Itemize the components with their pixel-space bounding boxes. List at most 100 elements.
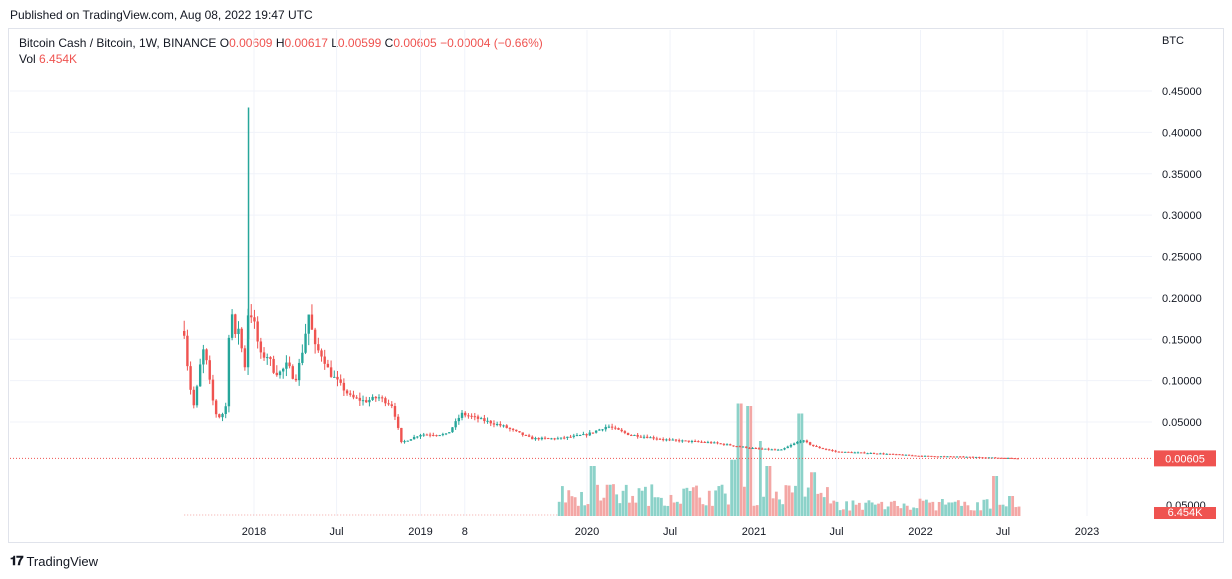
candle-body [879,453,882,455]
candle-body [527,435,531,437]
currency-label: BTC [1162,35,1184,47]
candle-body [227,337,231,407]
candle-body [266,357,269,359]
candle-body [323,356,326,364]
y-tick-label: 0.15000 [1162,334,1202,346]
candle-body [933,456,936,458]
candle-body [202,349,205,365]
candle-body [1013,458,1016,460]
volume-bar [889,501,893,516]
candle-body [732,445,735,447]
close-value: 0.00605 [393,36,437,50]
candle-body [454,421,457,428]
candle-body [834,450,837,452]
candle-body [709,442,713,444]
candle-body [955,456,959,458]
candle-body [495,423,499,425]
candle-body [336,376,339,380]
chart-legend: Bitcoin Cash / Bitcoin, 1W, BINANCE O0.0… [19,35,543,67]
candle-body [575,435,579,437]
candle-body [230,314,234,338]
volume-bar [810,472,813,516]
candle-body [569,436,572,438]
candle-body [588,432,591,436]
candle-body [380,397,384,399]
volume-bar [1008,496,1011,516]
candle-body [681,440,684,442]
candle-body [725,444,729,446]
candle-body [559,437,563,439]
candle-body [677,440,681,442]
candle-body [898,454,901,456]
candle-body [792,443,796,446]
candle-body [671,439,674,441]
volume-label: Vol [19,52,36,66]
volume-bar [899,508,903,516]
volume-bar [969,510,973,516]
x-tick-label: 8 [462,526,468,538]
volume-bar [1004,506,1008,516]
candle-body [234,314,237,335]
candle-body [943,456,946,458]
candle-body [1016,458,1019,460]
candle-body [617,428,620,430]
volume-bar [711,505,714,516]
candle-body [483,418,486,422]
candle-body [735,446,738,448]
candle-body [949,456,952,458]
candle-body [885,453,888,455]
volume-bar [596,484,599,516]
x-tick-label: 2021 [742,526,766,538]
candle-body [183,330,186,336]
candle-body [291,366,294,379]
candle-body [390,404,393,407]
candle-body [556,438,560,440]
candle-body [349,393,352,395]
symbol-description[interactable]: Bitcoin Cash / Bitcoin, 1W, BINANCE [19,36,217,50]
candle-body [259,341,263,353]
candle-body [978,457,981,459]
volume-bar [659,497,663,516]
volume-bar [925,499,928,516]
volume-bar [841,509,845,516]
candle-body [591,432,595,434]
candle-body [850,452,853,454]
volume-bar [976,502,979,516]
volume-bar [567,490,571,516]
change-value: −0.00004 (−0.66%) [440,36,543,50]
volume-bar [963,501,967,516]
volume-bar [675,501,679,516]
candle-body [738,446,742,448]
candle-body [326,363,330,368]
volume-bar [947,502,951,516]
candle-body [310,314,314,330]
candle-body [441,434,445,436]
candle-body [655,438,659,440]
candle-body [770,449,773,451]
chart-frame[interactable] [8,28,1224,543]
open-value: 0.00609 [229,36,273,50]
x-axis: 2018 Jul 2019 8 2020 Jul 2021 Jul 2022 Jul 2023 [242,526,1099,538]
candle-body [713,442,716,444]
candle-body [776,449,780,451]
candle-body [451,427,454,433]
candle-body [646,436,649,438]
volume-bar [717,486,721,516]
candle-body [700,441,703,443]
tradingview-footer[interactable]: 𝟏𝟕 TradingView [10,553,98,569]
candle-body [872,452,876,454]
candle-body [224,406,227,414]
candle-body [237,328,240,335]
candle-body [547,438,550,440]
candle-body [393,406,397,417]
volume-bar [880,501,884,516]
x-tick-label: Jul [996,526,1010,538]
volume-bar [918,498,922,516]
candle-body [927,455,930,457]
volume-bar [592,466,596,516]
volume-bar [714,490,718,516]
candle-body [716,442,719,444]
candle-body [888,453,892,455]
candle-body [566,436,569,438]
